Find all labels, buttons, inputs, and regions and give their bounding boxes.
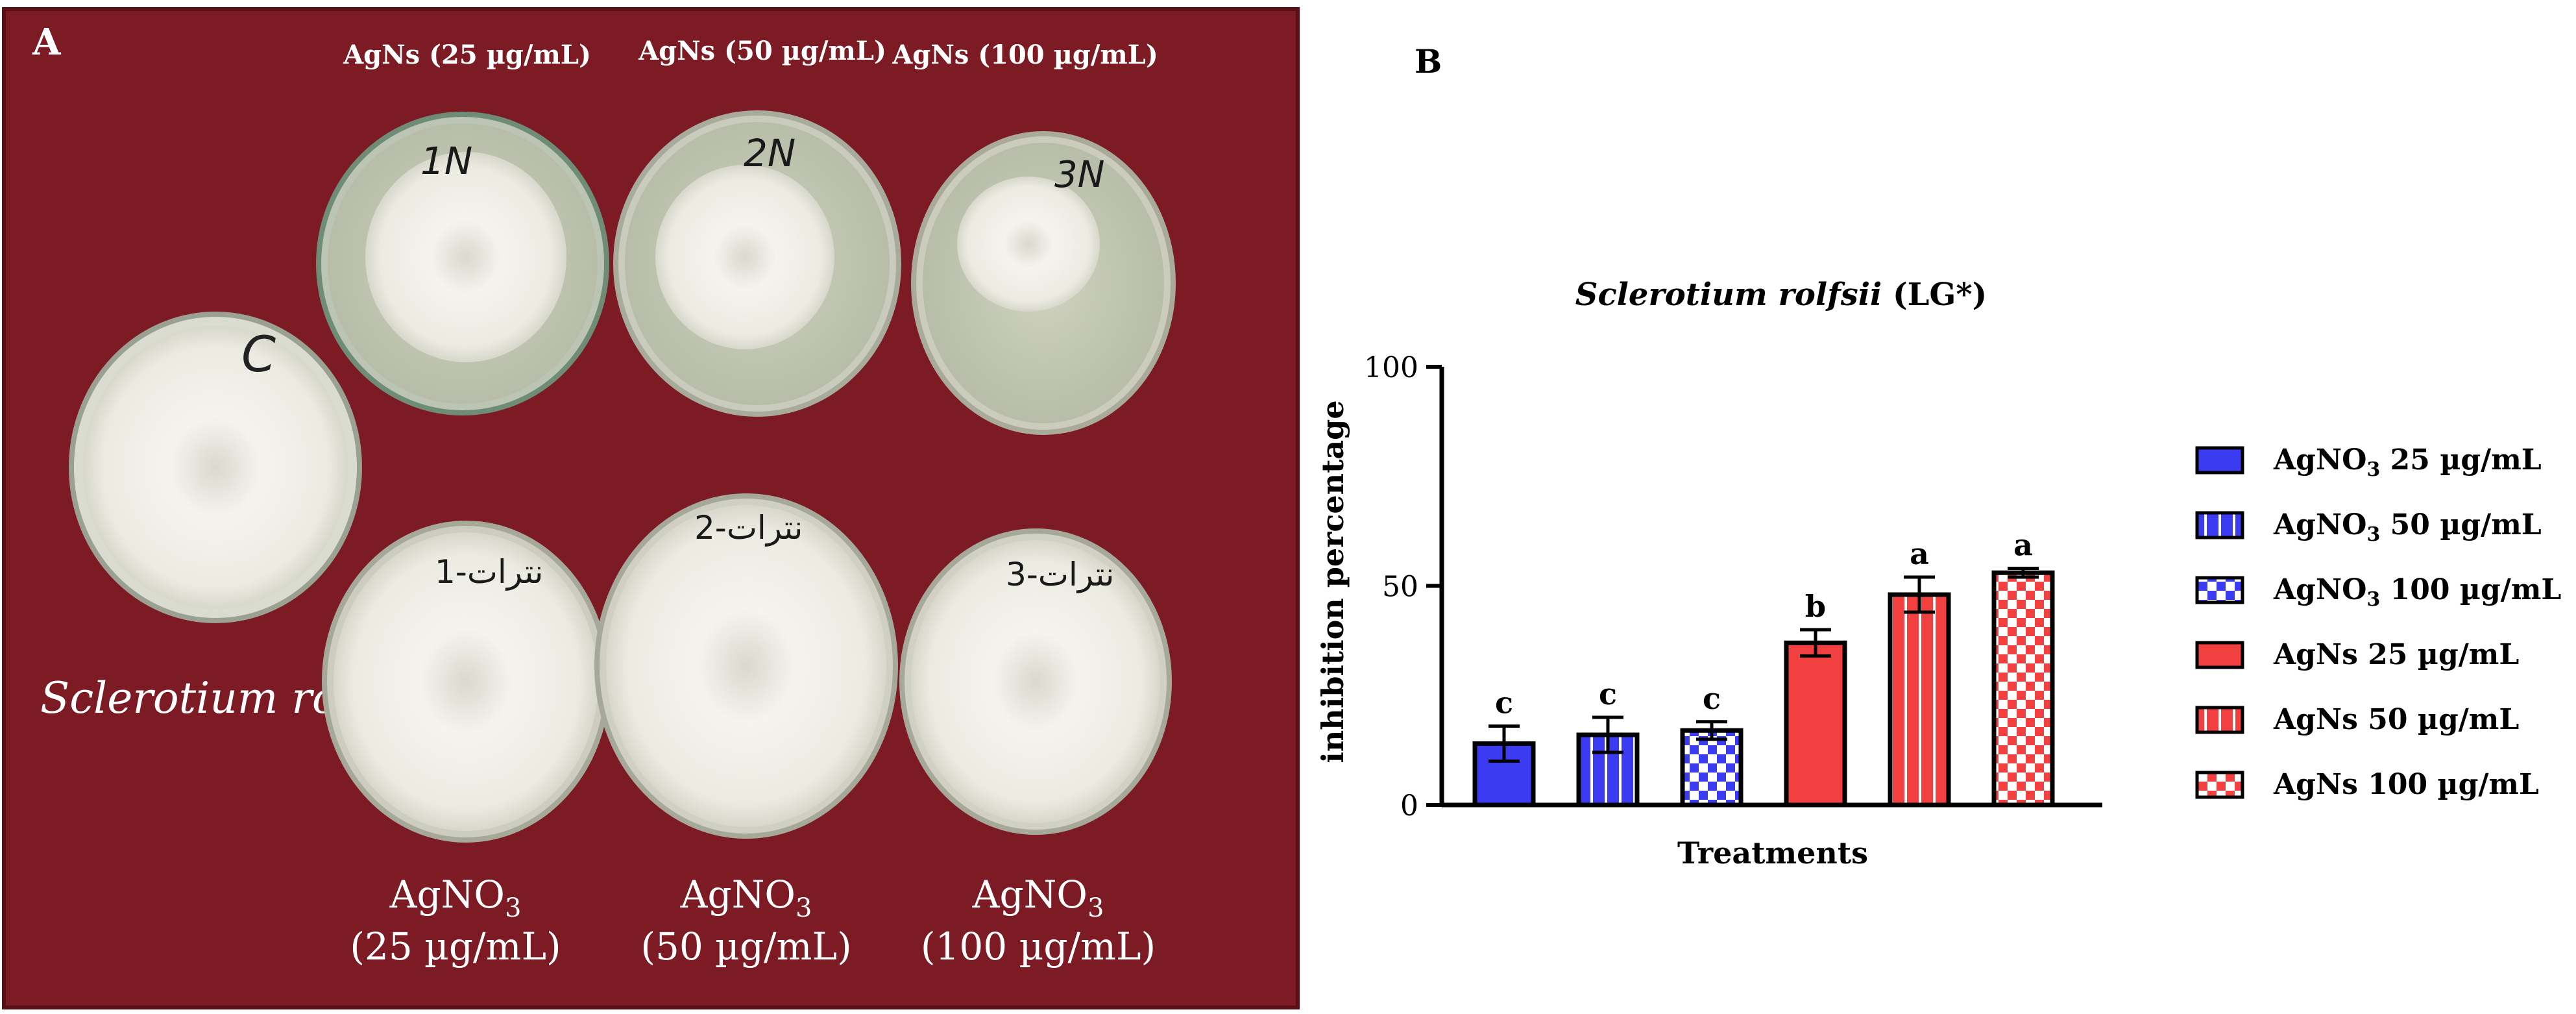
significance-letter-4: b <box>1805 589 1826 624</box>
legend-swatch <box>2195 446 2244 475</box>
svg-text:AgNO3: AgNO3 <box>389 872 522 923</box>
panel-a-letter: A <box>32 21 62 64</box>
bar-4 <box>1784 640 1847 808</box>
significance-letter-1: c <box>1495 686 1513 721</box>
svg-text:AgNO3 25 µg/mL: AgNO3 25 µg/mL <box>2273 443 2542 481</box>
bar-6 <box>1991 570 2055 808</box>
y-tick-label: 50 <box>1382 571 1418 604</box>
significance-letter-2: c <box>1599 676 1617 711</box>
bottom-label-agno3-50: AgNO3 (50 µg/mL) <box>640 872 851 969</box>
chart-legend: AgNO3 25 µg/mL AgNO3 50 µg/mL AgNO3 100 … <box>2195 443 2561 801</box>
bottom-label-2-text: AgNO <box>680 872 796 917</box>
legend-label: AgNO <box>2273 573 2366 606</box>
x-axis-label: Treatments <box>1677 835 1868 871</box>
legend-item-agno3-50: AgNO3 50 µg/mL <box>2195 508 2542 546</box>
dish-mark-2n: 2N <box>744 131 796 175</box>
legend-item-agno3-25: AgNO3 25 µg/mL <box>2195 443 2542 481</box>
chart-bars: c c c b a a <box>1472 528 2055 808</box>
dish-mark-3-nitrate: 3-نترات <box>1006 556 1114 593</box>
bottom-label-3-conc: (100 µg/mL) <box>921 924 1156 969</box>
dish-agns-100: 3N <box>911 131 1176 435</box>
top-label-agns-25: AgNs (25 µg/mL) <box>343 40 591 70</box>
legend-swatch <box>2195 771 2244 799</box>
legend-swatch <box>2195 511 2244 539</box>
bar-5 <box>1888 592 1951 808</box>
bottom-label-agno3-25: AgNO3 (25 µg/mL) <box>350 872 561 969</box>
dish-mark-3n: 3N <box>1054 154 1105 196</box>
significance-letter-6: a <box>2013 528 2033 563</box>
svg-text:AgNO3 50 µg/mL: AgNO3 50 µg/mL <box>2273 508 2542 546</box>
panel-a-photo: A AgNs (25 µg/mL) AgNs (50 µg/mL) AgNs (… <box>2 7 1300 1009</box>
legend-label: AgNO <box>2273 508 2366 541</box>
bottom-label-1-text: AgNO <box>389 872 505 917</box>
control-dish: C <box>69 312 362 623</box>
dish-agno3-50: 2-نترات <box>594 493 898 839</box>
legend-label: AgNs 25 µg/mL <box>2273 638 2519 671</box>
legend-sub: 3 <box>2366 523 2380 546</box>
bottom-label-3-text: AgNO <box>972 872 1088 917</box>
dish-agno3-25: 1-نترات <box>322 521 610 843</box>
top-label-agns-50: AgNs (50 µg/mL) <box>638 36 886 66</box>
top-label-agns-100: AgNs (100 µg/mL) <box>892 40 1158 70</box>
legend-suffix: 25 µg/mL <box>2380 443 2541 476</box>
dish-agno3-100: 3-نترات <box>899 528 1172 835</box>
significance-letter-5: a <box>1910 536 1929 571</box>
panel-b: B Sclerotium rolfsii (LG*) 0 50 100 c c c b a a… <box>1315 42 2561 871</box>
legend-swatch <box>2195 641 2244 669</box>
bottom-label-agno3-100: AgNO3 (100 µg/mL) <box>921 872 1156 969</box>
bottom-label-2-conc: (50 µg/mL) <box>640 924 851 969</box>
control-mark: C <box>241 325 276 383</box>
legend-suffix: 50 µg/mL <box>2380 508 2541 541</box>
bar-3 <box>1680 728 1744 808</box>
chart-title: Sclerotium rolfsii (LG*) <box>1575 277 1987 313</box>
legend-sub: 3 <box>2366 458 2380 481</box>
y-tick-label: 100 <box>1364 351 1418 384</box>
legend-item-agns-50: AgNs 50 µg/mL <box>2195 703 2519 736</box>
svg-text:AgNO3: AgNO3 <box>680 872 812 923</box>
legend-label: AgNO <box>2273 443 2366 476</box>
bottom-label-3-sub: 3 <box>1088 893 1104 923</box>
legend-label: AgNs 50 µg/mL <box>2273 703 2519 736</box>
bottom-label-2-sub: 3 <box>796 893 812 923</box>
dish-mark-1-nitrate: 1-نترات <box>435 553 543 591</box>
dish-agns-25: 1N <box>316 112 609 415</box>
svg-text:AgNO3 100 µg/mL: AgNO3 100 µg/mL <box>2273 573 2561 611</box>
bottom-label-1-conc: (25 µg/mL) <box>350 924 561 969</box>
chart-title-suffix: (LG*) <box>1882 277 1987 313</box>
dish-agns-50: 2N <box>613 110 901 417</box>
legend-item-agns-25: AgNs 25 µg/mL <box>2195 638 2519 671</box>
significance-letter-3: c <box>1703 681 1721 716</box>
legend-swatch <box>2195 576 2244 604</box>
legend-suffix: 100 µg/mL <box>2380 573 2561 606</box>
legend-swatch <box>2195 706 2244 734</box>
legend-sub: 3 <box>2366 588 2380 611</box>
panel-b-letter: B <box>1415 42 1442 80</box>
dish-mark-1n: 1N <box>420 139 472 183</box>
dish-mark-2-nitrate: 2-نترات <box>694 509 803 547</box>
svg-text:AgNO3: AgNO3 <box>972 872 1104 923</box>
chart-title-species: Sclerotium rolfsii <box>1575 277 1882 313</box>
legend-label: AgNs 100 µg/mL <box>2273 768 2539 801</box>
legend-item-agno3-100: AgNO3 100 µg/mL <box>2195 573 2561 611</box>
y-tick-label: 0 <box>1400 789 1418 822</box>
legend-item-agns-100: AgNs 100 µg/mL <box>2195 768 2539 801</box>
bottom-label-1-sub: 3 <box>505 893 521 923</box>
y-axis-label: inhibition percentage <box>1315 400 1350 763</box>
